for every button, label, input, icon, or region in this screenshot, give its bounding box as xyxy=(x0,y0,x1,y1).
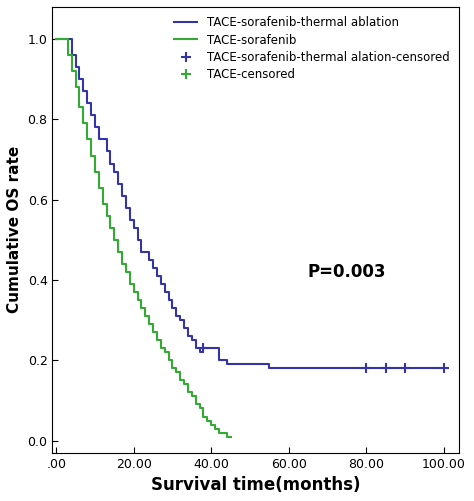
Y-axis label: Cumulative OS rate: Cumulative OS rate xyxy=(7,146,22,314)
Text: P=0.003: P=0.003 xyxy=(308,263,386,281)
Legend: TACE-sorafenib-thermal ablation, TACE-sorafenib, TACE-sorafenib-thermal alation-: TACE-sorafenib-thermal ablation, TACE-so… xyxy=(170,13,453,84)
X-axis label: Survival time(months): Survival time(months) xyxy=(151,476,361,494)
